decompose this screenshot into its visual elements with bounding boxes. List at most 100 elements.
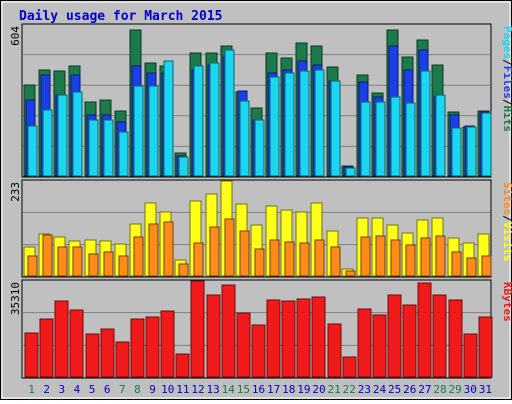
x-tick-label: 7 <box>119 383 126 396</box>
legend-entry: Files <box>501 66 512 99</box>
bar-sites-day-16 <box>254 248 265 277</box>
bar-sites-day-25 <box>390 239 401 277</box>
bar-sites-day-22 <box>345 270 356 277</box>
bar-sites-day-17 <box>269 239 280 277</box>
legend-kbytes: KBytes <box>501 282 512 322</box>
bar-kbytes-day-22 <box>342 356 357 378</box>
bar-kbytes-day-19 <box>296 298 311 378</box>
bar-kbytes-day-15 <box>236 312 251 378</box>
bar-pages-day-5 <box>88 119 99 177</box>
x-tick-label: 25 <box>388 383 401 396</box>
legend-separator: / <box>501 99 512 106</box>
bar-kbytes-day-6 <box>100 328 115 378</box>
bar-pages-day-31 <box>481 112 492 177</box>
bar-sites-day-12 <box>193 242 204 277</box>
bar-pages-day-11 <box>178 156 189 177</box>
bar-kbytes-day-13 <box>206 294 221 378</box>
bar-sites-day-5 <box>88 253 99 277</box>
bar-sites-day-18 <box>284 241 295 277</box>
bar-sites-day-1 <box>27 255 38 277</box>
x-tick-label: 22 <box>343 383 356 396</box>
legend-entry: KBytes <box>501 282 512 322</box>
bar-sites-day-28 <box>435 235 446 277</box>
x-tick-label: 21 <box>328 383 341 396</box>
x-tick-label: 28 <box>433 383 446 396</box>
x-tick-label: 16 <box>252 383 265 396</box>
bar-sites-day-23 <box>360 236 371 277</box>
bar-kbytes-day-7 <box>115 341 130 378</box>
bar-pages-day-24 <box>375 101 386 177</box>
chart-title: Daily usage for March 2015 <box>19 9 223 24</box>
bar-sites-day-30 <box>466 257 477 277</box>
bar-kbytes-day-16 <box>251 324 266 378</box>
bar-pages-day-9 <box>148 85 159 177</box>
bar-kbytes-day-17 <box>266 299 281 378</box>
bar-kbytes-day-11 <box>175 353 190 378</box>
x-tick-label: 14 <box>222 383 236 396</box>
x-tick-label: 26 <box>403 383 416 396</box>
bar-kbytes-day-1 <box>24 332 39 378</box>
legend-entry: Visits <box>501 222 512 262</box>
bar-pages-day-7 <box>118 131 129 177</box>
y-max-label: 35310 <box>9 282 22 315</box>
bar-sites-day-31 <box>481 255 492 277</box>
bar-pages-day-23 <box>360 101 371 177</box>
x-tick-label: 8 <box>134 383 141 396</box>
x-tick-label: 15 <box>237 383 250 396</box>
bar-pages-day-21 <box>330 80 341 177</box>
bar-sites-day-8 <box>133 236 144 277</box>
bar-sites-day-6 <box>103 251 114 277</box>
bar-pages-day-16 <box>254 119 265 177</box>
x-tick-label: 12 <box>191 383 204 396</box>
bar-pages-day-30 <box>466 126 477 177</box>
bar-sites-day-15 <box>239 230 250 277</box>
legend-separator: / <box>501 59 512 66</box>
bar-sites-day-3 <box>57 246 68 277</box>
y-max-label: 604 <box>9 26 22 46</box>
x-tick-label: 13 <box>206 383 219 396</box>
x-tick-label: 27 <box>418 383 431 396</box>
bar-sites-day-11 <box>178 263 189 277</box>
bar-kbytes-day-28 <box>432 294 447 378</box>
bar-pages-day-12 <box>193 65 204 177</box>
bar-pages-day-22 <box>345 167 356 177</box>
bar-kbytes-day-4 <box>69 309 84 378</box>
bar-kbytes-day-21 <box>327 323 342 378</box>
x-tick-label: 24 <box>373 383 387 396</box>
x-tick-label: 3 <box>59 383 66 396</box>
bar-sites-day-13 <box>209 226 220 277</box>
x-tick-label: 20 <box>312 383 325 396</box>
bar-kbytes-day-9 <box>145 316 160 378</box>
x-tick-label: 2 <box>43 383 50 396</box>
legend-entry: Hits <box>501 106 512 133</box>
bar-sites-day-21 <box>330 246 341 277</box>
labels: 604Pages/Files/Hits233Sites/Visits35310K… <box>9 26 512 396</box>
bar-pages-day-25 <box>390 96 401 177</box>
bar-sites-day-19 <box>299 242 310 277</box>
bar-pages-day-26 <box>405 102 416 177</box>
bar-sites-day-20 <box>314 239 325 277</box>
x-tick-label: 6 <box>104 383 111 396</box>
bar-kbytes-day-24 <box>372 314 387 378</box>
bar-pages-day-20 <box>314 69 325 177</box>
bar-pages-day-3 <box>57 94 68 177</box>
x-tick-label: 5 <box>89 383 96 396</box>
bar-sites-day-2 <box>42 234 53 277</box>
bar-sites-day-29 <box>451 251 462 277</box>
bar-kbytes-day-14 <box>221 284 236 378</box>
bars <box>23 29 493 378</box>
bar-sites-day-10 <box>163 221 174 277</box>
bar-sites-day-9 <box>148 223 159 277</box>
x-tick-label: 10 <box>161 383 174 396</box>
bar-kbytes-day-26 <box>402 304 417 378</box>
bar-pages-day-18 <box>284 72 295 177</box>
bar-kbytes-day-8 <box>130 318 145 378</box>
bar-sites-day-26 <box>405 244 416 277</box>
x-tick-label: 11 <box>176 383 189 396</box>
bar-kbytes-day-30 <box>463 333 478 378</box>
x-tick-label: 9 <box>149 383 156 396</box>
x-tick-label: 4 <box>74 383 81 396</box>
bar-pages-day-29 <box>451 127 462 177</box>
